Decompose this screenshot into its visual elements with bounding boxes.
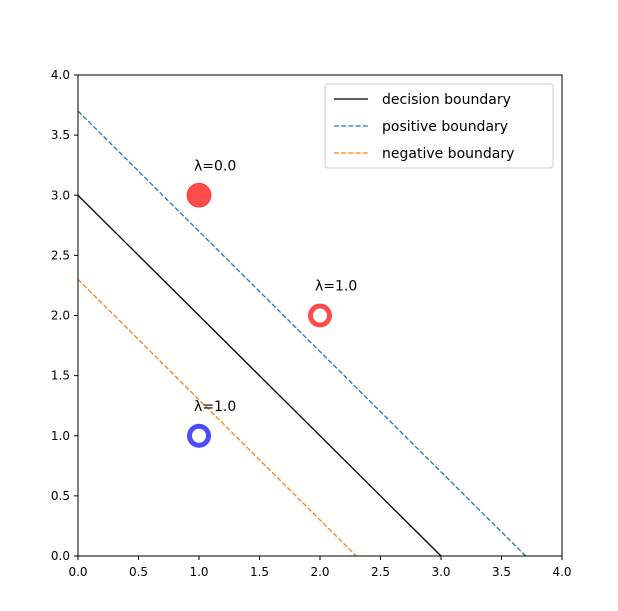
y-tick-label-8: 4.0 (51, 68, 70, 82)
y-tick-label-5: 2.5 (51, 248, 70, 262)
y-tick-label-1: 0.5 (51, 489, 70, 503)
legend-box (324, 83, 554, 169)
y-tick-label-2: 1.0 (51, 429, 70, 443)
data-point-1 (308, 303, 332, 328)
point-annotation-0: λ=0.0 (194, 158, 236, 174)
legend: decision boundary positive boundary negati… (324, 83, 554, 169)
y-tick-label-4: 2.0 (51, 309, 70, 323)
x-tick-label-0: 0.0 (68, 565, 87, 579)
x-tick-label-1: 0.5 (129, 565, 148, 579)
x-tick-label-7: 3.5 (492, 565, 511, 579)
x-tick-label-8: 4.0 (552, 565, 571, 579)
x-tick-label-2: 1.0 (189, 565, 208, 579)
x-tick-label-6: 3.0 (431, 565, 450, 579)
y-tick-label-3: 1.5 (51, 369, 70, 383)
series-line-1 (78, 110, 527, 556)
point-annotation-1: λ=1.0 (315, 279, 357, 295)
series-line-0 (78, 194, 442, 556)
x-tick-label-4: 2.0 (310, 565, 329, 579)
axes: 0.0 0.5 1.0 1.5 2.0 2.5 3.0 3.5 4.0 0.0 0.5 1.0 1.5 2… (51, 68, 572, 579)
legend-label-2: negative boundary (382, 146, 514, 162)
data-point-2 (187, 423, 211, 448)
x-tick-label-3: 1.5 (250, 565, 269, 579)
plot-area: λ=0.0 λ=1.0 λ=1.0 (78, 110, 527, 556)
series-line-2 (78, 278, 357, 556)
y-tick-label-0: 0.0 (51, 549, 70, 563)
y-tick-label-7: 3.5 (51, 128, 70, 142)
data-point-0 (186, 182, 212, 208)
x-tick-label-5: 2.5 (371, 565, 390, 579)
legend-label-0: decision boundary (382, 92, 511, 108)
plot-content (78, 110, 527, 556)
y-tick-label-6: 3.0 (51, 188, 70, 202)
legend-label-1: positive boundary (382, 119, 508, 135)
point-annotation-2: λ=1.0 (194, 399, 236, 415)
